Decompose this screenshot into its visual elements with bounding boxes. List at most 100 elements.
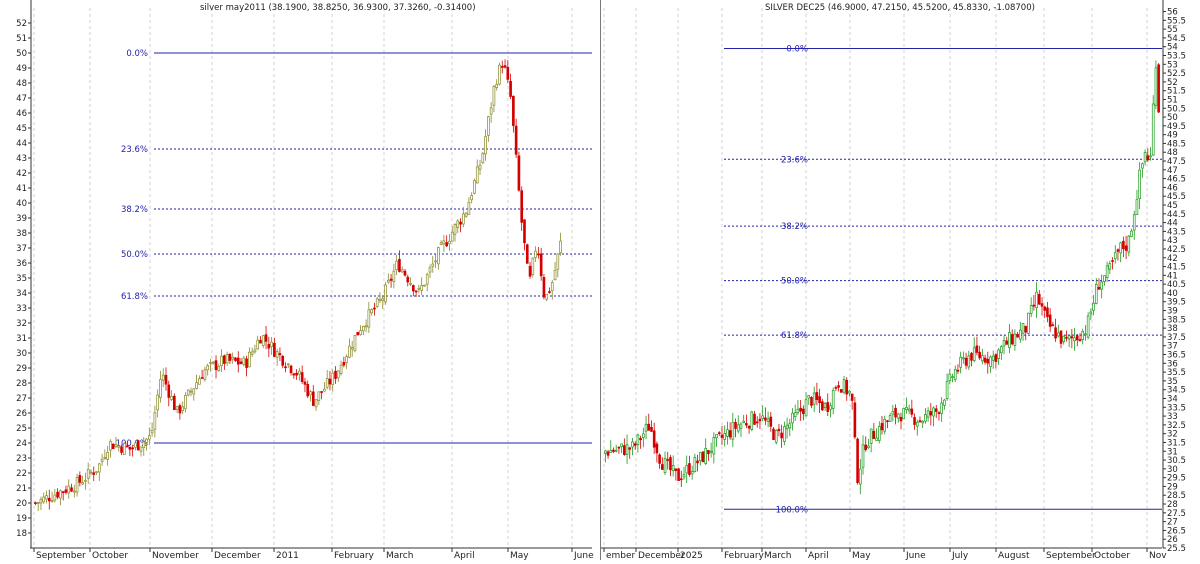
candle-body: [989, 356, 992, 367]
candle-body: [796, 408, 800, 413]
candle-body: [545, 293, 549, 300]
candle-body: [1108, 263, 1112, 270]
candle-body: [220, 355, 223, 366]
candle-body: [122, 443, 126, 456]
candle-body: [311, 391, 315, 406]
y-tick-label: 30: [1167, 465, 1178, 475]
candle-body: [134, 442, 137, 448]
candle-body: [777, 428, 781, 432]
candle-body: [905, 407, 908, 411]
candle-body: [1000, 346, 1003, 354]
candle-body: [531, 257, 535, 275]
candle-body: [783, 426, 786, 442]
y-tick-label: 31: [1167, 447, 1178, 457]
x-tick-label: September: [1046, 551, 1096, 560]
candle-body: [747, 425, 751, 429]
candle-body: [328, 378, 332, 385]
candle-body: [117, 445, 121, 448]
candle-body: [500, 66, 504, 68]
x-tick-label: June: [905, 551, 926, 560]
candle-body: [1146, 155, 1150, 161]
candle-body: [278, 353, 282, 356]
candle-body: [614, 449, 618, 452]
candle-body: [259, 339, 262, 344]
fib-label: 38.2%: [121, 205, 148, 215]
candle-body: [84, 479, 87, 482]
candle-body: [799, 407, 802, 412]
candle-body: [437, 247, 440, 265]
y-tick-label: 36: [1167, 359, 1178, 369]
candle-body: [1084, 333, 1087, 336]
candle-body: [464, 212, 468, 217]
candle-body: [707, 450, 710, 455]
y-tick-label: 29.5: [1167, 474, 1186, 484]
candle-body: [145, 438, 148, 443]
candle-body: [956, 369, 960, 372]
candle-body: [520, 190, 524, 223]
candle-body: [245, 358, 248, 368]
candle-body: [907, 408, 911, 412]
candle-body: [682, 474, 686, 478]
candle-body: [815, 392, 819, 401]
candle-body: [181, 406, 184, 411]
candle-body: [642, 433, 645, 438]
y-tick-label: 56: [1167, 8, 1178, 18]
candle-body: [314, 399, 318, 408]
candle-body: [896, 413, 900, 419]
y-tick-label: 23: [16, 454, 27, 464]
candle-body: [926, 410, 930, 418]
candle-body: [178, 405, 182, 414]
candle-body: [1021, 323, 1025, 334]
candle-body: [915, 421, 919, 427]
y-tick-label: 38: [1167, 324, 1178, 334]
candle-body: [1065, 336, 1068, 339]
y-tick-label: 50: [1167, 113, 1178, 123]
candle-body: [542, 277, 546, 298]
y-tick-label: 51: [1167, 95, 1178, 105]
candle-body: [89, 471, 93, 474]
y-tick-label: 44: [16, 139, 27, 149]
candle-body: [1013, 333, 1017, 346]
candle-body: [970, 352, 973, 361]
candle-body: [364, 325, 368, 328]
candle-body: [459, 221, 462, 225]
candle-body: [298, 370, 301, 375]
candle-body: [350, 347, 354, 350]
y-tick-label: 47.5: [1167, 157, 1186, 167]
candle-body: [270, 341, 273, 348]
candle-body: [853, 402, 857, 438]
y-tick-label: 27: [1167, 518, 1178, 528]
candle-body: [1043, 306, 1047, 311]
x-tick-label: ember: [606, 551, 636, 560]
candle-body: [788, 423, 792, 429]
y-tick-label: 52: [16, 19, 27, 29]
candle-body: [36, 502, 40, 504]
x-tick-label: 2025: [680, 551, 703, 560]
candle-body: [1135, 199, 1139, 215]
candle-body: [628, 447, 632, 450]
candle-body: [462, 213, 465, 225]
candle-body: [679, 478, 683, 481]
candle-body: [1070, 336, 1074, 339]
candle-body: [1151, 103, 1155, 156]
candle-body: [384, 284, 387, 303]
candle-body: [899, 416, 903, 422]
candle-body: [1073, 337, 1076, 342]
candle-body: [731, 422, 735, 440]
candle-body: [81, 482, 84, 485]
candle-body: [734, 422, 737, 429]
candle-body: [403, 270, 407, 276]
candle-body: [1105, 265, 1109, 278]
y-tick-label: 26.5: [1167, 526, 1186, 536]
candle-body: [228, 353, 232, 361]
fib-label: 61.8%: [121, 292, 148, 302]
candle-body: [125, 445, 129, 448]
candle-body: [831, 389, 835, 409]
x-tick-label: May: [510, 551, 529, 560]
candle-body: [103, 456, 107, 459]
candle-body: [943, 399, 946, 406]
candle-body: [370, 309, 373, 314]
candle-body: [929, 411, 933, 416]
panel-divider: [600, 0, 601, 560]
